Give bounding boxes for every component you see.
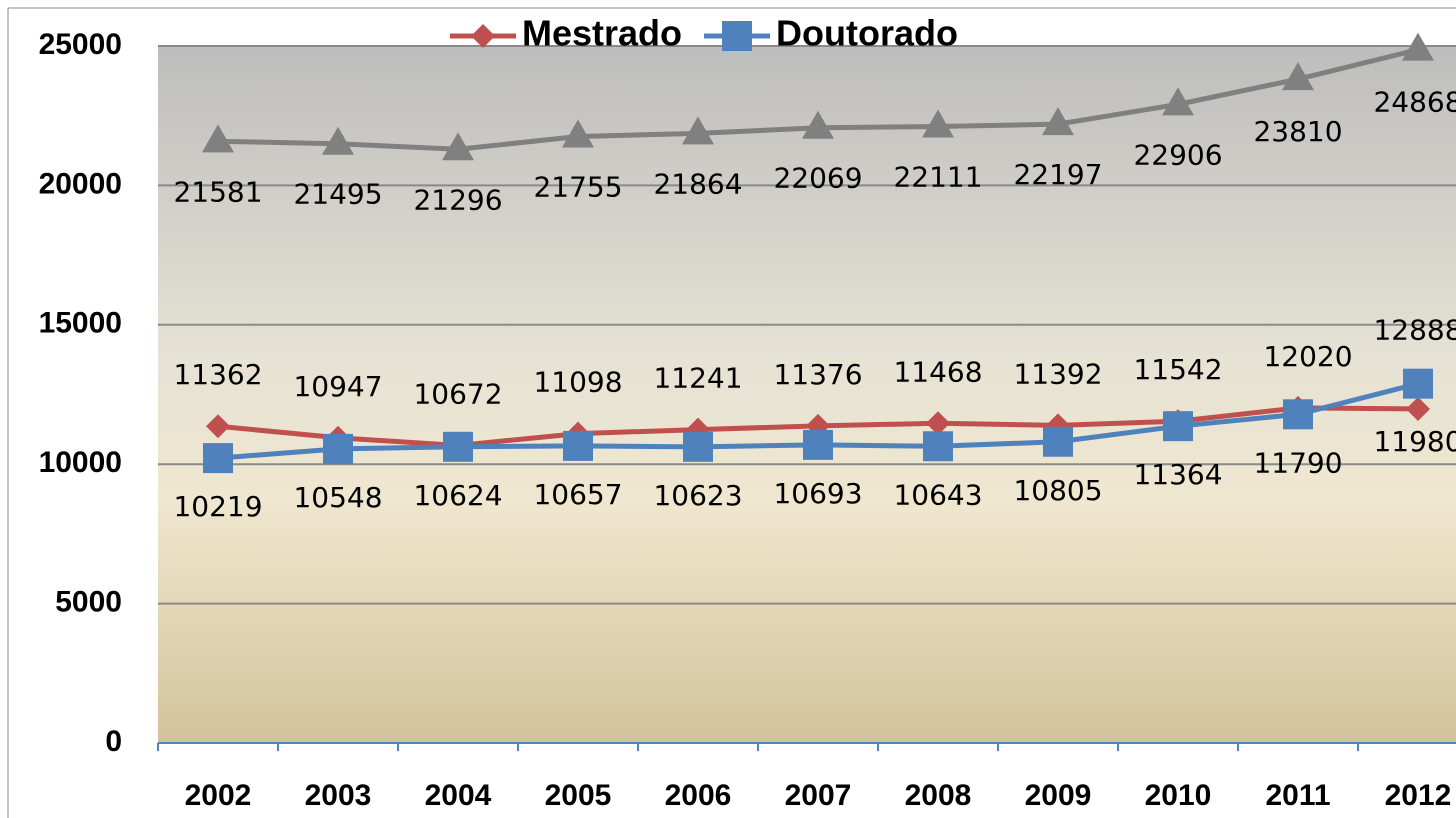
data-label: 11376 (773, 358, 862, 391)
data-label: 11362 (173, 358, 262, 391)
x-tick-label: 2008 (905, 779, 972, 812)
marker (442, 132, 474, 161)
x-tick-label: 2002 (185, 779, 252, 812)
marker (802, 110, 834, 139)
data-label: 21296 (413, 183, 502, 216)
y-tick-label: 15000 (39, 307, 122, 340)
data-label: 10657 (533, 478, 622, 511)
data-label: 22197 (1013, 158, 1102, 191)
marker (322, 126, 354, 155)
marker (803, 429, 833, 460)
marker (563, 430, 593, 461)
marker (1043, 426, 1073, 457)
marker (1162, 87, 1194, 116)
data-label: 22906 (1133, 138, 1222, 171)
data-label: 11542 (1133, 353, 1222, 386)
marker (323, 433, 353, 464)
marker (1283, 399, 1313, 430)
marker (1402, 32, 1434, 61)
marker (1163, 411, 1193, 442)
data-label: 11790 (1253, 446, 1342, 479)
y-tick-label: 0 (105, 725, 122, 758)
marker (922, 109, 954, 138)
x-tick-label: 2010 (1145, 779, 1212, 812)
y-tick-label: 25000 (39, 28, 122, 61)
data-label: 10548 (293, 481, 382, 514)
marker (206, 414, 230, 439)
data-label: 11468 (893, 355, 982, 388)
marker (471, 24, 495, 48)
y-tick-label: 5000 (55, 586, 122, 619)
marker (203, 443, 233, 474)
data-label: 24868 (1373, 86, 1456, 119)
x-tick-label: 2007 (785, 779, 852, 812)
marker (1406, 396, 1430, 421)
data-label: 10947 (293, 370, 382, 403)
marker (1403, 368, 1433, 399)
marker (562, 119, 594, 148)
marker (923, 431, 953, 462)
marker (202, 124, 234, 153)
marker (682, 116, 714, 145)
data-label: 10219 (173, 490, 262, 523)
data-label: 10672 (413, 377, 502, 410)
marker (1282, 62, 1314, 91)
data-label: 10693 (773, 477, 862, 510)
y-tick-label: 10000 (39, 446, 122, 479)
marker (443, 431, 473, 462)
data-label: 10643 (893, 478, 982, 511)
marker (722, 21, 753, 51)
marker (926, 411, 950, 436)
data-label: 10805 (1013, 474, 1102, 507)
data-label: 10624 (413, 479, 502, 512)
data-label: 12888 (1373, 314, 1456, 347)
data-label: 11364 (1133, 458, 1222, 491)
data-label: 11241 (653, 362, 742, 395)
marker (683, 431, 713, 462)
data-label: 11098 (533, 366, 622, 399)
y-tick-label: 20000 (39, 167, 122, 200)
x-tick-label: 2006 (665, 779, 732, 812)
x-tick-label: 2005 (545, 779, 612, 812)
x-tick-label: 2009 (1025, 779, 1092, 812)
data-label: 21755 (533, 170, 622, 203)
data-label: 23810 (1253, 115, 1342, 148)
data-label: 11392 (1013, 357, 1102, 390)
marker (1042, 107, 1074, 136)
data-label: 10623 (653, 479, 742, 512)
data-label: 12020 (1263, 340, 1352, 373)
data-label: 21864 (653, 167, 742, 200)
legend-label: Mestrado (522, 13, 682, 54)
data-label: 21495 (293, 178, 382, 211)
x-tick-label: 2004 (425, 779, 492, 812)
plot-area (158, 46, 1456, 743)
legend-label: Doutorado (776, 13, 958, 54)
x-tick-label: 2012 (1385, 779, 1452, 812)
data-label: 22111 (893, 161, 982, 194)
data-label: 22069 (773, 162, 862, 195)
data-label: 11980 (1373, 425, 1456, 458)
x-tick-label: 2003 (305, 779, 372, 812)
x-tick-label: 2011 (1265, 779, 1330, 812)
data-label: 21581 (173, 175, 262, 208)
